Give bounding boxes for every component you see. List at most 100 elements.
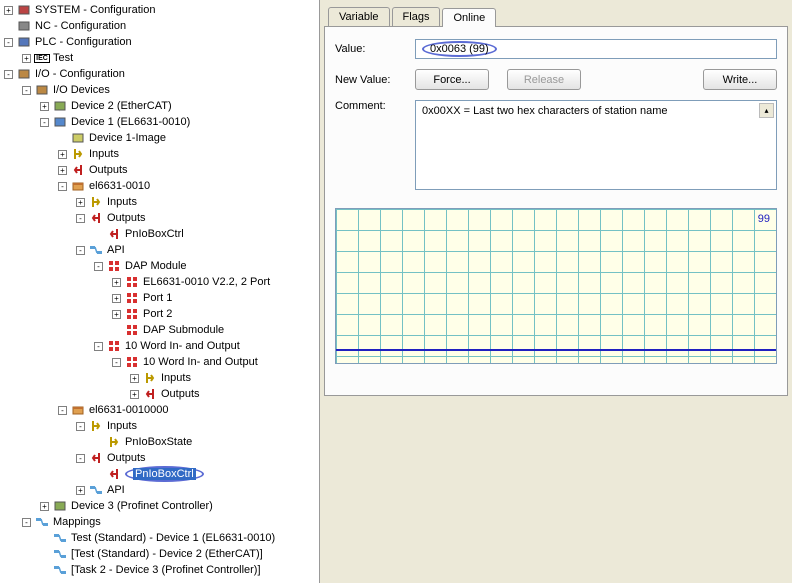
- tree-node-label: Device 2 (EtherCAT): [71, 100, 172, 112]
- expander-spacer: [94, 438, 103, 447]
- tree-node[interactable]: +API: [0, 482, 319, 498]
- tab-online[interactable]: Online: [442, 8, 496, 27]
- tree-node[interactable]: +IECTest: [0, 50, 319, 66]
- newvalue-label: New Value:: [335, 74, 415, 86]
- tree-node[interactable]: - Outputs: [0, 210, 319, 226]
- chart-grid: [336, 209, 776, 363]
- tree-node[interactable]: - Inputs: [0, 418, 319, 434]
- tree-node-label: I/O Devices: [53, 84, 110, 96]
- inv-icon: [106, 434, 122, 450]
- box-icon: [70, 402, 86, 418]
- expand-icon[interactable]: +: [130, 374, 139, 383]
- expand-icon[interactable]: +: [58, 150, 67, 159]
- expand-icon[interactable]: +: [130, 390, 139, 399]
- tree-node[interactable]: PnIoBoxCtrl: [0, 466, 319, 482]
- tree-node[interactable]: -API: [0, 242, 319, 258]
- tree-node[interactable]: NC - Configuration: [0, 18, 319, 34]
- expand-icon[interactable]: +: [112, 310, 121, 319]
- tree-node[interactable]: -10 Word In- and Output: [0, 354, 319, 370]
- tree-node-label: Outputs: [161, 388, 200, 400]
- out-icon: [142, 386, 158, 402]
- tree-node[interactable]: -el6631-0010: [0, 178, 319, 194]
- tree-node[interactable]: -DAP Module: [0, 258, 319, 274]
- iod-icon: [34, 82, 50, 98]
- tree-node[interactable]: -PLC - Configuration: [0, 34, 319, 50]
- outv-icon: [106, 226, 122, 242]
- smod-icon: [124, 290, 140, 306]
- tree-node[interactable]: +Device 3 (Profinet Controller): [0, 498, 319, 514]
- tab-flags[interactable]: Flags: [392, 7, 441, 26]
- tree-node[interactable]: +Outputs: [0, 162, 319, 178]
- config-tree[interactable]: + SYSTEM - Configuration NC - Configuratio…: [0, 0, 320, 583]
- mod-icon: [106, 338, 122, 354]
- collapse-icon[interactable]: -: [94, 262, 103, 271]
- collapse-icon[interactable]: -: [4, 70, 13, 79]
- tree-node[interactable]: +Inputs: [0, 146, 319, 162]
- tree-node[interactable]: -I/O - Configuration: [0, 66, 319, 82]
- tree-node-label: SYSTEM - Configuration: [35, 4, 155, 16]
- collapse-icon[interactable]: -: [76, 454, 85, 463]
- collapse-icon[interactable]: -: [22, 518, 31, 527]
- tree-node-label: Outputs: [107, 212, 146, 224]
- tree-node[interactable]: DAP Submodule: [0, 322, 319, 338]
- collapse-icon[interactable]: -: [22, 86, 31, 95]
- collapse-icon[interactable]: -: [94, 342, 103, 351]
- tree-node[interactable]: + EL6631-0010 V2.2, 2 Port: [0, 274, 319, 290]
- expand-icon[interactable]: +: [112, 278, 121, 287]
- tree-node-label: [Test (Standard) - Device 2 (EtherCAT)]: [71, 548, 263, 560]
- tree-node[interactable]: + Device 2 (EtherCAT): [0, 98, 319, 114]
- tree-node[interactable]: Test (Standard) - Device 1 (EL6631-0010): [0, 530, 319, 546]
- force-button[interactable]: Force...: [415, 69, 489, 90]
- scroll-up-icon[interactable]: ▴: [759, 103, 774, 118]
- tree-node[interactable]: + SYSTEM - Configuration: [0, 2, 319, 18]
- tree-node[interactable]: - I/O Devices: [0, 82, 319, 98]
- tree-node-label: Mappings: [53, 516, 101, 528]
- tree-node[interactable]: -el6631-0010000: [0, 402, 319, 418]
- tree-node[interactable]: +Inputs: [0, 194, 319, 210]
- tree-node[interactable]: +Port 1: [0, 290, 319, 306]
- expand-icon[interactable]: +: [22, 54, 31, 63]
- release-button[interactable]: Release: [507, 69, 581, 90]
- dev-icon: [52, 498, 68, 514]
- out-icon: [88, 450, 104, 466]
- collapse-icon[interactable]: -: [76, 214, 85, 223]
- write-button[interactable]: Write...: [703, 69, 777, 90]
- collapse-icon[interactable]: -: [4, 38, 13, 47]
- tree-node[interactable]: + Outputs: [0, 386, 319, 402]
- expand-icon[interactable]: +: [58, 166, 67, 175]
- expand-icon[interactable]: +: [40, 102, 49, 111]
- tree-node[interactable]: +Port 2: [0, 306, 319, 322]
- tree-node[interactable]: +Inputs: [0, 370, 319, 386]
- expand-icon[interactable]: +: [4, 6, 13, 15]
- tab-online-content: Value: 0x0063 (99) New Value: Force... R…: [324, 26, 788, 396]
- tree-node[interactable]: Device 1-Image: [0, 130, 319, 146]
- tree-node[interactable]: [Test (Standard) - Device 2 (EtherCAT)]: [0, 546, 319, 562]
- expander-spacer: [40, 550, 49, 559]
- expand-icon[interactable]: +: [76, 198, 85, 207]
- api-icon: [88, 482, 104, 498]
- api-icon: [88, 242, 104, 258]
- collapse-icon[interactable]: -: [40, 118, 49, 127]
- expand-icon[interactable]: +: [40, 502, 49, 511]
- tree-node[interactable]: PnIoBoxState: [0, 434, 319, 450]
- smod-icon: [124, 354, 140, 370]
- collapse-icon[interactable]: -: [58, 182, 67, 191]
- tree-node[interactable]: PnIoBoxCtrl: [0, 226, 319, 242]
- expand-icon[interactable]: +: [76, 486, 85, 495]
- expander-spacer: [40, 534, 49, 543]
- collapse-icon[interactable]: -: [112, 358, 121, 367]
- collapse-icon[interactable]: -: [76, 422, 85, 431]
- tree-node-label: Inputs: [107, 420, 137, 432]
- expand-icon[interactable]: +: [112, 294, 121, 303]
- tree-node[interactable]: -10 Word In- and Output: [0, 338, 319, 354]
- tree-node-label: EL6631-0010 V2.2, 2 Port: [143, 276, 270, 288]
- tree-node[interactable]: -Outputs: [0, 450, 319, 466]
- tab-variable[interactable]: Variable: [328, 7, 390, 26]
- tree-node[interactable]: - Mappings: [0, 514, 319, 530]
- collapse-icon[interactable]: -: [76, 246, 85, 255]
- collapse-icon[interactable]: -: [58, 406, 67, 415]
- value-display: 0x0063 (99): [415, 39, 777, 59]
- tree-node[interactable]: - Device 1 (EL6631-0010): [0, 114, 319, 130]
- tree-node[interactable]: [Task 2 - Device 3 (Profinet Controller)…: [0, 562, 319, 578]
- tree-node-label: Device 1 (EL6631-0010): [71, 116, 190, 128]
